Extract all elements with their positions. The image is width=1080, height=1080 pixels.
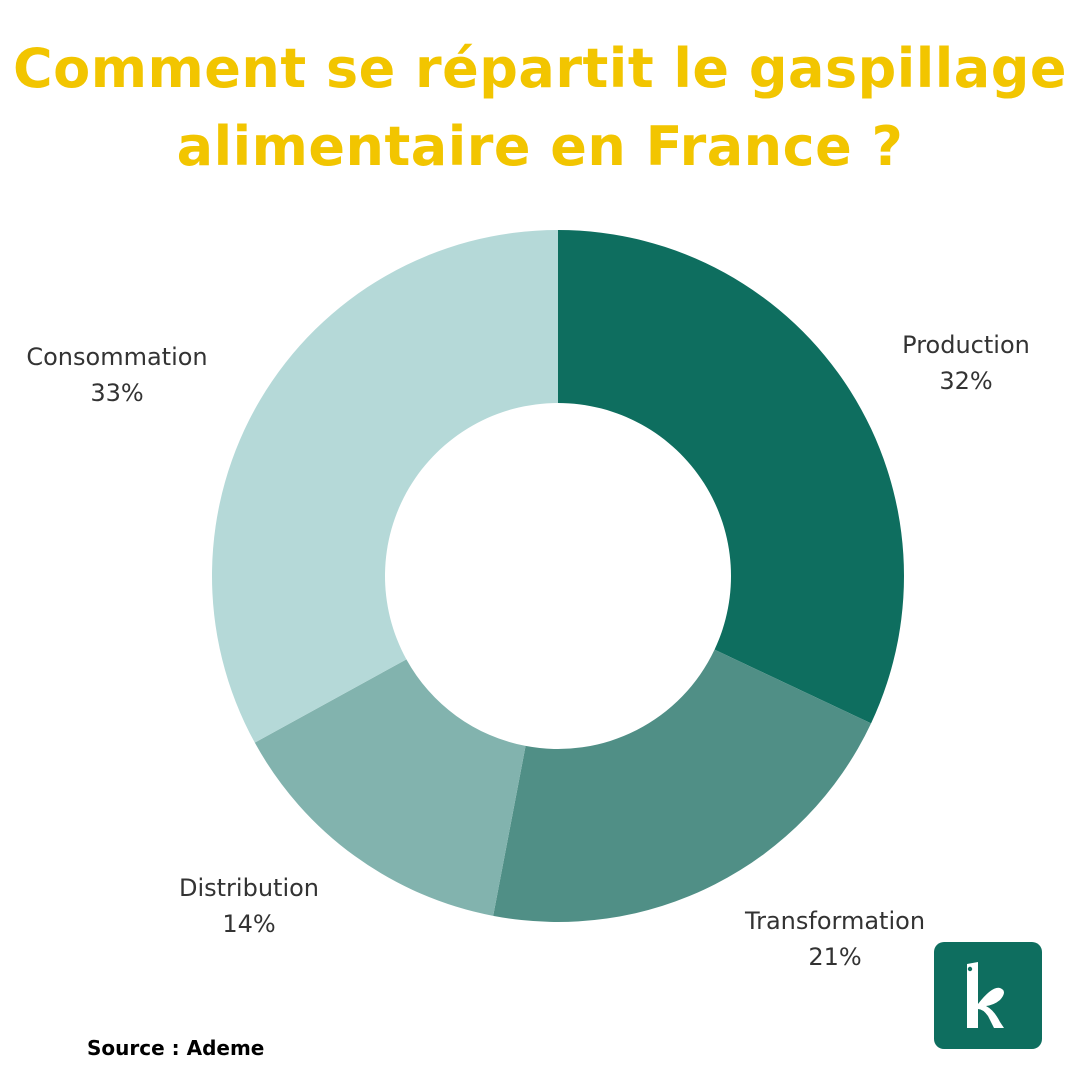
slice-production — [558, 230, 904, 724]
slice-label-production: Production — [902, 331, 1030, 359]
slice-transformation — [493, 649, 872, 922]
slice-label-distribution: Distribution — [179, 874, 319, 902]
source-note: Source : Ademe — [87, 1036, 265, 1060]
slice-value-consommation: 33% — [90, 379, 143, 407]
title-line-1: Comment se répartit le gaspillage — [13, 37, 1067, 100]
slice-value-transformation: 21% — [808, 943, 861, 971]
chart-title: Comment se répartit le gaspillage alimen… — [0, 30, 1080, 186]
slice-consommation — [212, 230, 558, 743]
k-logo-icon — [934, 942, 1042, 1049]
slice-value-distribution: 14% — [222, 910, 275, 938]
slice-label-transformation: Transformation — [744, 907, 925, 935]
slice-distribution — [254, 659, 526, 916]
slice-value-production: 32% — [939, 367, 992, 395]
brand-logo — [934, 942, 1042, 1049]
slice-label-consommation: Consommation — [26, 343, 207, 371]
title-line-2: alimentaire en France ? — [176, 115, 904, 178]
